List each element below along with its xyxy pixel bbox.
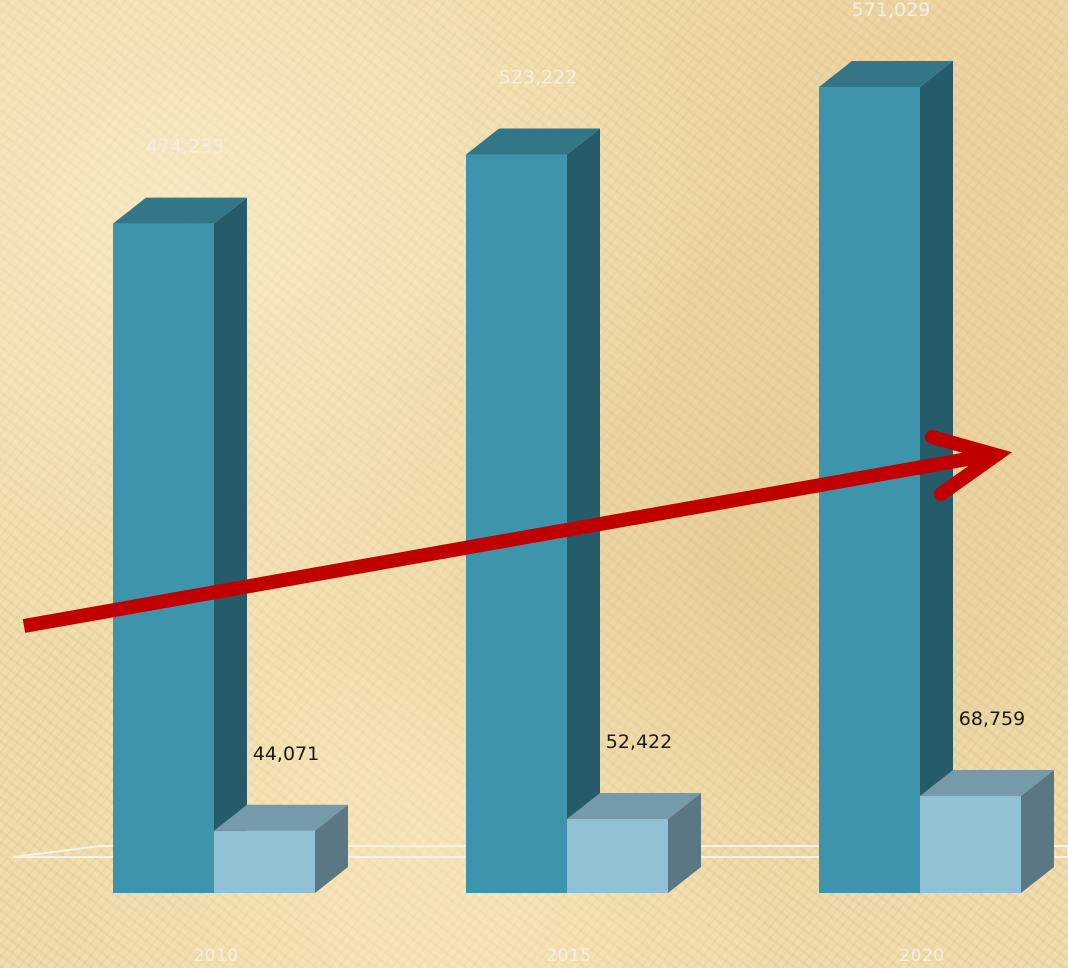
bar-2020-series-2: [920, 769, 1054, 893]
category-label-2010: 2010: [193, 946, 238, 966]
value-labels-group: 474,233 44,071 523,222 52,422 571,029 68,759: [146, 0, 1026, 765]
value-label-2020-series-1: 571,029: [852, 0, 931, 21]
value-label-2020-series-2: 68,759: [959, 708, 1025, 730]
bars-group: [113, 61, 1054, 894]
bar-2015-series-2: [567, 793, 701, 893]
trend-arrow: [22, 430, 1013, 633]
bar-2010-series-1: [113, 197, 247, 894]
category-label-2015: 2015: [546, 946, 591, 966]
value-label-2010-series-2: 44,071: [253, 743, 319, 765]
category-label-2020: 2020: [899, 946, 944, 966]
category-labels-group: 2010 2015 2020: [193, 946, 944, 966]
bar-2020-series-1: [819, 61, 953, 893]
bar-2015-series-1: [466, 128, 600, 894]
value-label-2010-series-1: 474,233: [146, 136, 225, 158]
value-label-2015-series-2: 52,422: [606, 731, 672, 753]
value-label-2015-series-1: 523,222: [499, 66, 578, 88]
bar-2010-series-2: [214, 804, 348, 893]
chart-floor: [12, 845, 1068, 858]
